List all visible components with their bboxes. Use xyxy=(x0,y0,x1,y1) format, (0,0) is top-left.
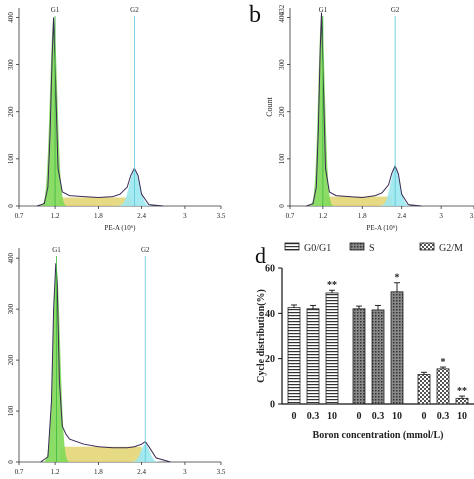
x-tick-label: 3 xyxy=(183,468,187,474)
y-axis-label: Cycle distribution(%) xyxy=(256,289,267,383)
x-tick-label: 1.8 xyxy=(358,212,367,220)
y-tick-label: 20 xyxy=(265,354,275,365)
fit-area-s xyxy=(60,446,142,462)
y-tick-label: 0 xyxy=(7,204,15,208)
y-tick-label: 0 xyxy=(270,400,275,411)
x-axis-label: Boron concentration (mmol/L) xyxy=(313,430,444,441)
y-tick-label: 100 xyxy=(7,405,15,416)
bar xyxy=(436,368,450,405)
bar xyxy=(325,292,339,405)
x-tick-label: 10 xyxy=(392,411,402,422)
legend-swatch xyxy=(349,242,365,251)
y-tick-label: 0 xyxy=(7,460,15,464)
y-tick-label: 300 xyxy=(7,303,15,314)
legend-swatch xyxy=(419,242,435,251)
x-tick-label: 1.2 xyxy=(51,212,60,220)
bar xyxy=(390,291,404,405)
bar xyxy=(455,397,469,405)
x-tick-label: 10 xyxy=(327,411,337,422)
x-tick-label: 0.7 xyxy=(286,212,295,220)
x-tick-label: 0.7 xyxy=(15,468,24,474)
y-tick-label: 400 xyxy=(278,12,286,23)
marker-label-g1: G1 xyxy=(51,6,60,14)
x-tick-label: 0.3 xyxy=(307,411,320,422)
significance-label: ** xyxy=(457,386,467,397)
y-tick-label: 200 xyxy=(7,106,15,117)
y-tick-label: 100 xyxy=(278,153,286,164)
marker-label-g2: G2 xyxy=(391,6,400,14)
y-tick-label: 400 xyxy=(7,252,15,263)
x-tick-label: 3 xyxy=(439,212,443,220)
legend-label: S xyxy=(369,243,375,254)
x-tick-label: 2.4 xyxy=(137,212,146,220)
x-tick-label: 2.4 xyxy=(137,468,146,474)
marker-label-g1: G1 xyxy=(319,6,328,14)
y-tick-label: 300 xyxy=(278,59,286,70)
y-tick-label: 0 xyxy=(278,204,286,208)
fit-area-g1 xyxy=(39,17,69,206)
histogram-line xyxy=(36,17,164,207)
x-axis-label: PE-A (10⁶) xyxy=(366,224,398,232)
panel-letter-b: b xyxy=(249,2,261,28)
x-tick-label: 3.5 xyxy=(217,468,226,474)
histogram-line xyxy=(306,12,422,207)
panel-letter-d: d xyxy=(255,243,266,268)
bar xyxy=(306,308,320,405)
y-tick-label: 40 xyxy=(265,309,275,320)
legend-label: G0/G1 xyxy=(304,243,331,254)
x-tick-label: 3.5 xyxy=(217,212,226,220)
marker-label-g1: G1 xyxy=(52,246,61,254)
y-tick-label: 60 xyxy=(265,264,275,275)
marker-label-g2: G2 xyxy=(141,246,150,254)
y-top-label: 432 xyxy=(278,4,286,15)
fit-area-s xyxy=(58,197,131,206)
histogram-panel-a: G1 G2 0.7 1.2 1.8 2.4 3 3.5 0 100 200 300 400 PE-A (1… xyxy=(7,6,226,232)
x-tick-label: 1.8 xyxy=(94,212,103,220)
x-tick-label: 0 xyxy=(292,411,297,422)
bar xyxy=(417,374,431,405)
legend-label: G2/M xyxy=(439,243,463,254)
significance-label: * xyxy=(441,357,446,368)
y-tick-label: 100 xyxy=(7,153,15,164)
marker-label-g2: G2 xyxy=(130,6,139,14)
x-tick-label: 2.4 xyxy=(397,212,406,220)
legend-swatch xyxy=(284,242,300,251)
x-tick-label: 0.3 xyxy=(372,411,385,422)
y-tick-label: 200 xyxy=(278,106,286,117)
y-tick-label: 400 xyxy=(7,12,15,23)
histogram-line xyxy=(40,263,171,463)
x-tick-label: 10 xyxy=(457,411,467,422)
x-tick-label: 3 xyxy=(183,212,187,220)
x-tick-label: 0 xyxy=(422,411,427,422)
y-tick-label: 200 xyxy=(7,354,15,365)
bar xyxy=(371,309,385,405)
fit-area-s xyxy=(326,196,392,206)
bar xyxy=(352,308,366,405)
x-tick-label: 1.8 xyxy=(94,468,103,474)
x-tick-label: 0.7 xyxy=(15,212,24,220)
x-axis-label: PE-A (10⁶) xyxy=(104,224,136,232)
x-tick-label: 3.5 xyxy=(470,212,474,220)
x-tick-label: 0 xyxy=(357,411,362,422)
x-tick-label: 0.3 xyxy=(437,411,450,422)
x-tick-label: 1.2 xyxy=(318,212,327,220)
bar xyxy=(287,307,301,405)
y-tick-label: 300 xyxy=(7,59,15,70)
x-tick-label: 1.2 xyxy=(51,468,60,474)
y-axis-label: Count xyxy=(265,96,274,116)
significance-label: ** xyxy=(327,280,337,291)
significance-label: * xyxy=(395,273,400,284)
fit-area-g1 xyxy=(308,12,335,207)
